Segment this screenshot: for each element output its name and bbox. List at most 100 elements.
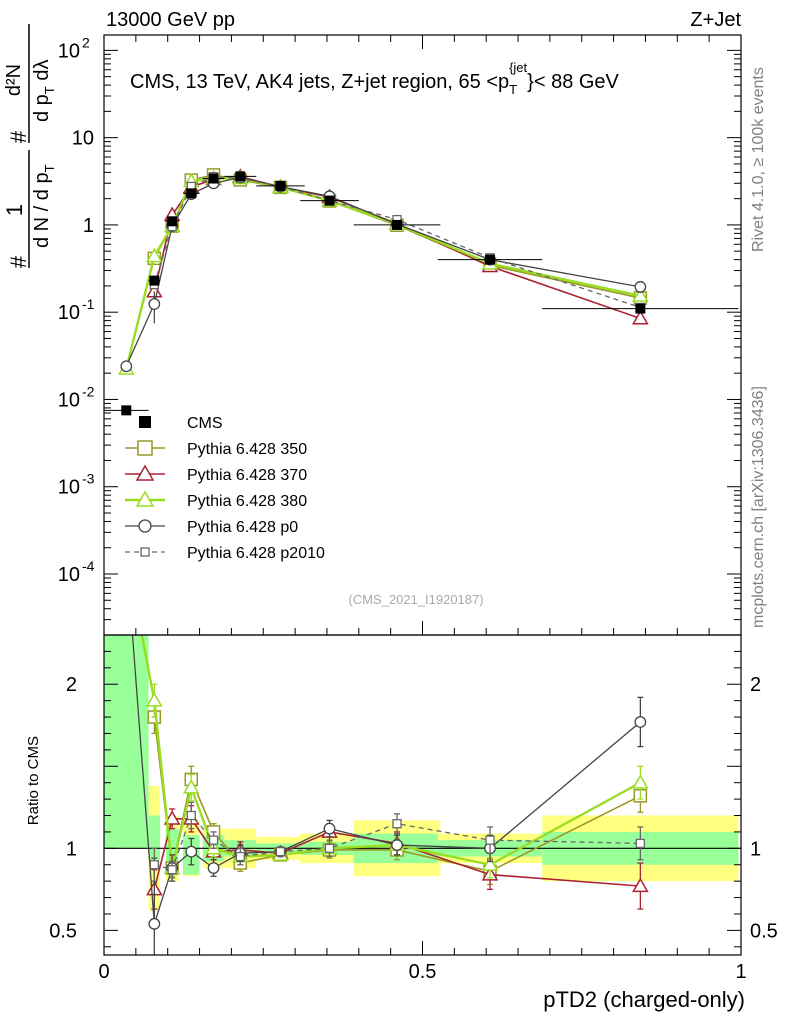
ylabel-den-2-a: d p xyxy=(31,94,53,122)
legend-label: CMS xyxy=(187,415,223,432)
ratio-y-label: Ratio to CMS xyxy=(25,736,42,825)
ylabel-den-1-a: d N / d p xyxy=(31,172,53,248)
main-point-pythia-6-428-p0 xyxy=(634,281,647,293)
ylabel-hash-1: # xyxy=(6,255,31,268)
cms-data-point xyxy=(186,188,197,199)
legend-marker xyxy=(140,547,150,557)
ratio-point-pythia-6-428-p0 xyxy=(185,845,198,858)
y-tick-label: 10 xyxy=(58,477,80,499)
ylabel-hash-2: # xyxy=(6,130,31,143)
ratio-point-pythia-6-428-p2010 xyxy=(485,835,495,845)
legend-label: Pythia 6.428 p2010 xyxy=(187,545,325,562)
y-tick-exponent: -1 xyxy=(82,296,95,312)
ratio-point-pythia-6-428-380 xyxy=(182,779,200,794)
ylabel-den-1-sub: T xyxy=(42,164,57,172)
ylabel-den-2-b: dλ xyxy=(31,60,53,87)
y-tick-label: 10 xyxy=(58,564,80,586)
ratio-point-pythia-6-428-380 xyxy=(481,856,499,871)
y-tick-label: 10 xyxy=(58,389,80,411)
main-line-pythia-6-428-p2010 xyxy=(153,176,641,309)
ratio-point-pythia-6-428-380 xyxy=(632,774,649,789)
ratio-point-pythia-6-428-p0 xyxy=(148,917,161,930)
legend-marker-cms xyxy=(139,416,151,428)
mcplots-label: mcplots.cern.ch [arXiv:1306.3436] xyxy=(750,386,767,628)
ratio-point-pythia-6-428-p2010 xyxy=(392,819,402,829)
x-tick-label: 1 xyxy=(735,961,746,983)
main-line-pythia-6-428-p0 xyxy=(125,176,641,367)
ratio-point-pythia-6-428-p2010 xyxy=(275,846,286,857)
legend-label: Pythia 6.428 370 xyxy=(187,467,307,484)
y-tick-label: 10 xyxy=(72,128,94,150)
main-line-pythia-6-428-370 xyxy=(153,175,641,320)
legend-marker xyxy=(135,490,155,507)
cms-data-point xyxy=(121,405,132,416)
ratio-tick-label-right: 0.5 xyxy=(750,920,778,942)
cms-data-point xyxy=(392,219,403,230)
ylabel-den-2: d pT dλ xyxy=(31,60,57,122)
ratio-tick-label: 2 xyxy=(66,674,77,696)
ylabel-num-2: d²N xyxy=(3,64,25,96)
legend-marker xyxy=(135,464,155,481)
cms-data-point xyxy=(635,303,646,314)
ratio-point-pythia-6-428-370 xyxy=(632,877,649,893)
ratio-series-layer xyxy=(121,548,649,955)
title-tail: }< 88 GeV xyxy=(527,71,619,93)
y-tick-label: 10 xyxy=(58,302,80,324)
rivet-version-label: Rivet 4.1.0, ≥ 100k events xyxy=(750,67,767,252)
ratio-point-pythia-6-428-p0 xyxy=(323,822,336,835)
cms-data-point xyxy=(208,173,219,184)
legend-label: Pythia 6.428 p0 xyxy=(187,519,298,536)
title-main: CMS, 13 TeV, AK4 jets, Z+jet region, 65 … xyxy=(130,71,509,93)
ratio-point-pythia-6-428-p0 xyxy=(121,548,132,559)
ratio-line-pythia-6-428-370 xyxy=(153,817,641,890)
y-tick-label: 1 xyxy=(83,215,94,237)
title-sup: {jet xyxy=(509,60,527,75)
y-tick-label: 10 xyxy=(58,40,80,62)
main-point-pythia-6-428-p0 xyxy=(148,298,161,310)
legend-marker xyxy=(137,440,153,456)
x-axis-label: pTD2 (charged-only) xyxy=(543,987,745,1012)
ratio-tick-label: 0.5 xyxy=(49,920,77,942)
ratio-point-pythia-6-428-p2010 xyxy=(324,843,335,853)
y-tick-exponent: 2 xyxy=(82,34,90,50)
header-left: 13000 GeV pp xyxy=(106,9,235,31)
ratio-point-pythia-6-428-p2010 xyxy=(167,865,177,875)
ratio-point-pythia-6-428-p0 xyxy=(391,839,403,851)
cms-data-point xyxy=(324,195,335,206)
ylabel-den-1: d N / d pT xyxy=(31,164,57,248)
legend-label: Pythia 6.428 380 xyxy=(187,493,307,510)
ratio-point-pythia-6-428-p0 xyxy=(634,716,647,728)
ratio-tick-label-right: 1 xyxy=(750,838,761,860)
ratio-point-pythia-6-428-p2010 xyxy=(635,838,646,849)
legend: CMS Pythia 6.428 350 Pythia 6.428 370 Pythi… xyxy=(125,415,325,562)
watermark: (CMS_2021_I1920187) xyxy=(348,592,483,607)
ratio-point-pythia-6-428-p2010 xyxy=(149,860,159,870)
x-tick-label: 0.5 xyxy=(409,961,437,983)
ratio-point-pythia-6-428-380 xyxy=(146,692,163,707)
ratio-tick-label-right: 2 xyxy=(750,674,761,696)
y-tick-exponent: -2 xyxy=(82,383,95,399)
ratio-point-pythia-6-428-p2010 xyxy=(235,851,245,862)
legend-marker xyxy=(138,519,152,533)
header-right: Z+Jet xyxy=(690,9,741,31)
legend-label: Pythia 6.428 350 xyxy=(187,441,307,458)
cms-data-point xyxy=(235,171,246,182)
main-series-layer xyxy=(104,168,739,416)
ratio-point-pythia-6-428-p2010 xyxy=(186,810,196,821)
cms-data-point xyxy=(167,216,178,227)
ratio-tick-label: 1 xyxy=(66,838,77,860)
cms-data-point xyxy=(275,180,286,191)
main-point-pythia-6-428-380 xyxy=(632,287,649,302)
stat-uncertainty-band xyxy=(148,815,161,860)
main-point-pythia-6-428-370 xyxy=(632,309,649,325)
x-tick-label: 0 xyxy=(98,961,109,983)
ratio-point-pythia-6-428-370 xyxy=(163,810,181,825)
y-axis-label: # 1 d N / d pT # d²N d pT dλ xyxy=(2,24,57,268)
y-tick-exponent: -4 xyxy=(82,558,95,574)
main-point-pythia-6-428-p0 xyxy=(120,360,133,373)
ratio-point-pythia-6-428-p2010 xyxy=(208,835,219,845)
cms-data-point xyxy=(149,275,160,286)
ratio-line-pythia-6-428-p2010 xyxy=(154,814,641,871)
